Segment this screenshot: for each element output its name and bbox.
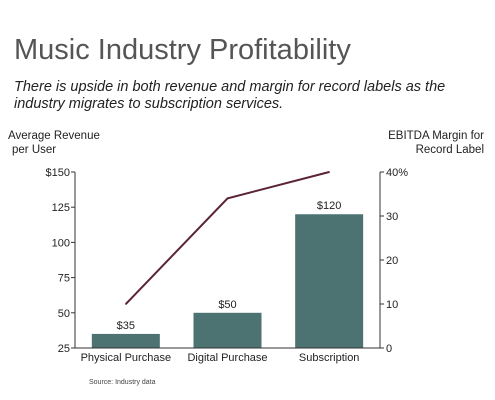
left-tick-label-1: $150 <box>46 167 70 179</box>
left-axis-title-line2: per User <box>12 144 57 156</box>
source-note: Source: Industry data <box>89 379 156 386</box>
right-tick-label-1: 40% <box>386 167 408 179</box>
right-axis-title-line1: EBITDA Margin for <box>388 130 484 142</box>
left-tick-label-3: 100 <box>52 237 70 249</box>
left-tick-label-5: 50 <box>58 308 70 320</box>
category-label-2: Digital Purchase <box>187 352 267 364</box>
bar-data-label-3: $120 <box>317 200 341 212</box>
bar-data-label-2: $50 <box>218 299 236 311</box>
right-tick-label-4: 10 <box>386 299 398 311</box>
margin-point-1 <box>125 303 127 305</box>
left-axis-title-line1: Average Revenue <box>8 130 100 142</box>
chart-title: Music Industry Profitability <box>14 34 351 66</box>
right-tick-label-2: 30 <box>386 211 398 223</box>
margin-point-3 <box>328 171 330 173</box>
right-axis-title: EBITDA Margin for Record Label <box>388 129 484 157</box>
left-tick-label-4: 75 <box>58 273 70 285</box>
bar-3 <box>295 214 364 348</box>
bar-2 <box>193 312 262 348</box>
bar-data-label-1: $35 <box>117 320 135 332</box>
left-tick-label-6: 25 <box>58 343 70 355</box>
bar-1 <box>91 333 160 348</box>
category-label-3: Subscription <box>299 352 360 364</box>
left-axis-title: Average Revenue per User <box>8 129 100 157</box>
margin-point-2 <box>226 197 229 200</box>
category-label-1: Physical Purchase <box>81 352 172 364</box>
left-tick-label-2: 125 <box>52 202 70 214</box>
right-axis-title-line2: Record Label <box>415 144 484 156</box>
chart-subtitle: There is upside in both revenue and marg… <box>14 79 446 112</box>
right-tick-label-3: 20 <box>386 255 398 267</box>
right-tick-label-5: 0 <box>386 343 392 355</box>
